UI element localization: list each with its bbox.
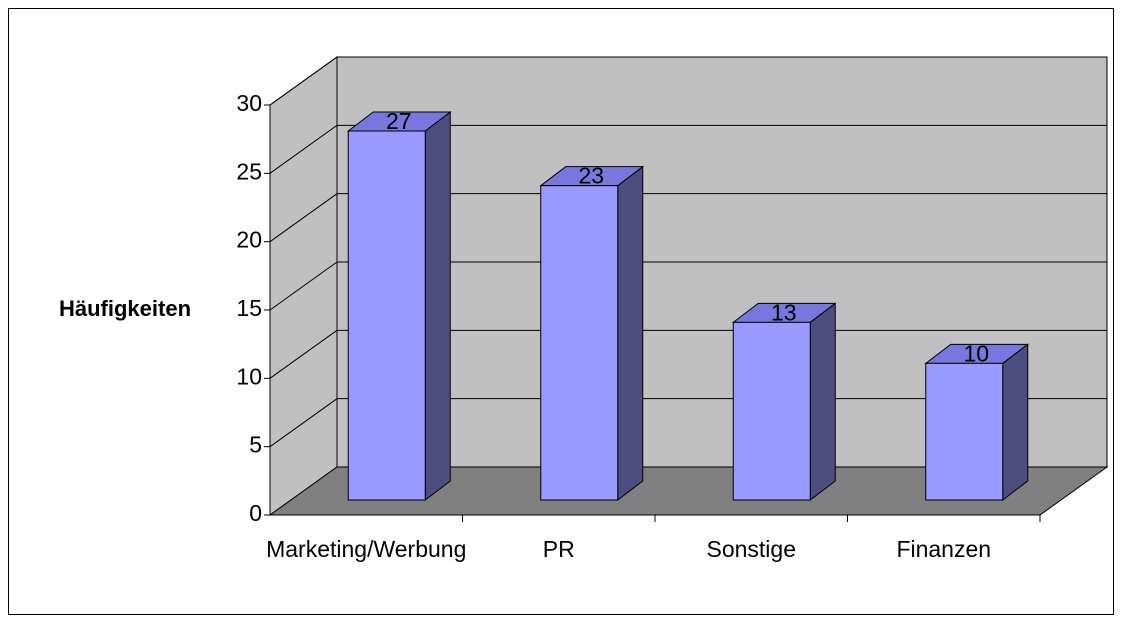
bar-side	[424, 110, 451, 502]
bar-side	[809, 302, 836, 502]
y-tick-label: 5	[249, 432, 262, 458]
y-tick-label: 25	[236, 158, 262, 184]
value-label: 10	[963, 340, 989, 366]
x-tick-label: Marketing/Werbung	[266, 536, 466, 562]
y-tick-label: 0	[249, 500, 262, 526]
bar	[732, 321, 811, 501]
grid-line	[269, 398, 338, 448]
grid-line	[269, 56, 338, 106]
x-tick-label: Sonstige	[706, 536, 796, 562]
bar	[347, 130, 426, 501]
value-label: 13	[771, 299, 797, 325]
y-tick-label: 10	[236, 363, 262, 389]
x-tick-label: PR	[543, 536, 575, 562]
grid-line	[269, 329, 338, 379]
bar-side	[617, 165, 644, 502]
grid-line	[269, 124, 338, 174]
x-tick-label: Finanzen	[896, 536, 991, 562]
grid-line	[269, 261, 338, 311]
y-tick-label: 30	[236, 90, 262, 116]
grid-line	[269, 193, 338, 243]
y-tick-label: 15	[236, 295, 262, 321]
y-tick-label: 20	[236, 227, 262, 253]
bar	[540, 185, 619, 501]
bar	[925, 362, 1004, 501]
y-axis-title: Häufigkeiten	[59, 296, 191, 321]
value-label: 27	[386, 108, 412, 134]
value-label: 23	[578, 163, 604, 189]
bar-side	[1002, 343, 1029, 502]
